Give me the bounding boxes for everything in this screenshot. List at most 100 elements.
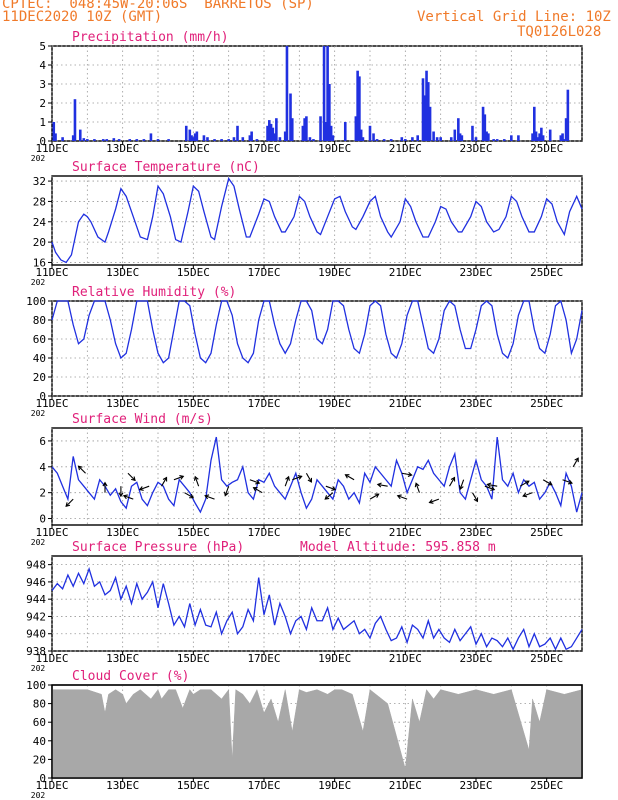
precip-bar <box>361 137 365 141</box>
precip-bar <box>167 139 170 141</box>
precip-bar <box>312 139 315 141</box>
precip-bar <box>449 137 453 141</box>
y-tick-label: 32 <box>33 175 46 188</box>
precip-bar <box>93 139 96 141</box>
precip-bar <box>101 139 105 141</box>
x-tick-label: 13DEC <box>106 266 139 279</box>
x-tick-label: 25DEC <box>530 142 563 155</box>
wind-arrow-head <box>574 457 579 463</box>
wind-arrow <box>324 492 334 500</box>
x-tick-label: 23DEC <box>459 142 492 155</box>
y-tick-label: 28 <box>33 195 46 208</box>
precip-bar <box>54 133 57 141</box>
y-tick-label: 40 <box>33 735 46 748</box>
x-tick-label: 19DEC <box>318 652 351 665</box>
precip-bar <box>142 139 146 141</box>
x-tick-label: 11DEC <box>35 526 68 539</box>
panel-title: Cloud Cover (%) <box>72 669 189 684</box>
wind-arrow <box>325 485 336 491</box>
precip-bar <box>283 131 287 141</box>
wind-arrow <box>161 477 168 487</box>
wind-arrow-head <box>77 465 83 471</box>
wind-arrow-head <box>255 479 261 485</box>
wind-arrow <box>345 474 355 481</box>
wind-arrow-head <box>297 475 303 480</box>
wind-arrow <box>123 495 134 500</box>
x-tick-label: 19DEC <box>318 266 351 279</box>
precip-bar <box>195 131 199 141</box>
x-tick-label: 25DEC <box>530 652 563 665</box>
precip-bar <box>439 137 442 141</box>
series-line <box>51 299 583 364</box>
wind-arrow <box>487 483 498 487</box>
wind-arrow-head <box>407 471 413 477</box>
precip-bar <box>427 82 430 141</box>
precip-bar <box>487 133 490 141</box>
x-year-stub: 202 <box>31 154 46 163</box>
y-tick-label: 2 <box>39 487 46 500</box>
precip-bar <box>329 125 333 141</box>
wind-arrow <box>429 498 440 504</box>
wind-arrow-head <box>414 482 420 488</box>
x-tick-label: 23DEC <box>459 266 492 279</box>
precip-bar <box>303 118 306 141</box>
precip-bar <box>112 138 116 141</box>
precip-bar <box>82 138 86 141</box>
series-line <box>51 566 583 651</box>
x-tick-label: 19DEC <box>318 779 351 792</box>
precip-bar <box>236 125 239 141</box>
wind-arrow-head <box>376 482 382 488</box>
wind-arrow-head <box>252 487 258 492</box>
precip-bar <box>502 139 506 141</box>
wind-arrow <box>401 472 412 476</box>
y-tick-label: 940 <box>26 628 46 641</box>
x-tick-label: 25DEC <box>530 266 563 279</box>
panel-title: Surface Temperature (nC) <box>72 160 260 175</box>
wind-arrow <box>519 480 530 487</box>
panel-frame <box>51 555 583 652</box>
x-tick-label: 25DEC <box>530 526 563 539</box>
precip-bar <box>73 99 77 141</box>
wind-arrow-head <box>522 492 528 498</box>
y-tick-label: 0 <box>39 513 46 526</box>
precip-bar <box>356 70 359 141</box>
series-line <box>51 436 583 514</box>
precip-bar <box>52 122 56 141</box>
panel-title: Surface Pressure (hPa) <box>72 540 244 555</box>
precip-bar <box>202 135 206 141</box>
x-tick-label: 17DEC <box>247 397 280 410</box>
y-tick-label: 3 <box>39 78 46 91</box>
precip-bar <box>278 137 282 141</box>
x-tick-label: 15DEC <box>177 266 210 279</box>
wind-arrow-head <box>428 499 434 504</box>
x-tick-label: 25DEC <box>530 779 563 792</box>
panel-frame <box>51 427 583 526</box>
wind-arrow <box>224 486 230 496</box>
wind-arrow-head <box>490 486 496 491</box>
precip-bar <box>400 137 404 141</box>
wind-arrow-head <box>307 477 313 483</box>
precip-bar <box>368 125 372 141</box>
precip-bar <box>326 46 329 141</box>
precip-bar <box>548 129 552 141</box>
wind-arrow-head <box>473 497 479 503</box>
wind-arrow-head <box>285 475 290 481</box>
precip-bar <box>536 137 540 141</box>
precip-bar <box>128 139 132 141</box>
precip-bar <box>343 122 347 141</box>
precip-bar <box>559 135 563 141</box>
wind-arrow-head <box>547 480 553 486</box>
y-tick-label: 6 <box>39 435 46 448</box>
y-tick-label: 4 <box>39 461 46 474</box>
y-tick-label: 944 <box>26 593 46 606</box>
precip-bar <box>416 135 419 141</box>
x-tick-label: 17DEC <box>247 652 280 665</box>
x-tick-label: 19DEC <box>318 397 351 410</box>
wind-arrow-head <box>131 476 136 482</box>
x-year-stub: 202 <box>31 664 46 673</box>
panel-title: Precipitation (mm/h) <box>72 30 229 45</box>
precip-bar <box>248 135 252 141</box>
precip-bar <box>382 139 386 141</box>
y-tick-label: 0 <box>39 135 46 148</box>
panel-frame <box>51 175 583 266</box>
